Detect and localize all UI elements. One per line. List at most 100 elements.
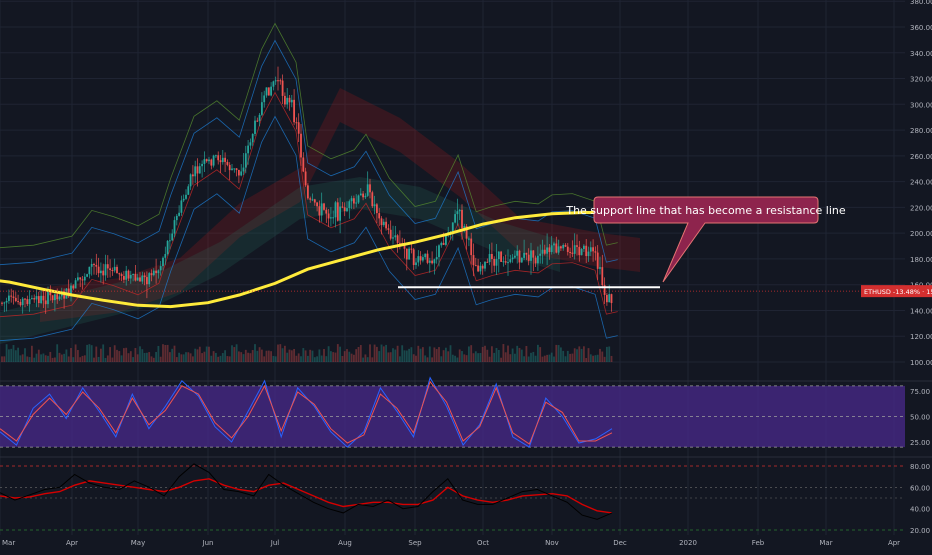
- volume-bar: [341, 355, 344, 362]
- candle-body: [548, 247, 551, 253]
- candle-body: [346, 208, 348, 212]
- volume-bar: [31, 345, 33, 362]
- candle-body: [502, 261, 505, 263]
- volume-bar: [440, 356, 443, 362]
- candle-body: [185, 194, 187, 199]
- volume-bar: [83, 355, 86, 362]
- volume-bar: [203, 351, 206, 362]
- candle-body: [470, 238, 473, 256]
- candle-body: [157, 270, 160, 274]
- candle-body: [180, 200, 183, 213]
- candle-body: [573, 245, 576, 254]
- moving-average-line: [0, 211, 622, 309]
- candle-body: [159, 266, 162, 271]
- volume-bar: [175, 357, 178, 362]
- candle-body: [608, 294, 611, 303]
- volume-bar: [109, 347, 111, 362]
- candle-body: [486, 261, 489, 263]
- volume-bar: [120, 355, 123, 362]
- volume-bar: [205, 346, 208, 362]
- candle-body: [566, 246, 569, 252]
- volume-bar: [35, 353, 38, 362]
- volume-bar: [449, 345, 452, 362]
- volume-bar: [514, 353, 516, 362]
- candle-body: [150, 273, 153, 276]
- candle-body: [33, 298, 36, 300]
- volume-bar: [599, 348, 601, 362]
- volume-bar: [284, 345, 286, 362]
- volume-bar: [302, 348, 305, 362]
- volume-bar: [405, 350, 408, 362]
- y-tick-label: 260.00: [910, 153, 932, 161]
- volume-bar: [422, 347, 424, 362]
- volume-bar: [438, 347, 440, 362]
- candle-body: [217, 155, 220, 161]
- volume-bar: [376, 346, 378, 362]
- volume-bar: [502, 344, 505, 362]
- volume-bar: [311, 350, 314, 362]
- candle-body: [235, 168, 238, 170]
- candle-body: [516, 250, 519, 256]
- candle-body: [290, 99, 293, 103]
- candle-body: [14, 297, 17, 302]
- volume-bar: [481, 346, 484, 362]
- candle-body: [17, 301, 19, 303]
- candle-body: [479, 265, 482, 272]
- candle-body: [601, 267, 604, 286]
- oscillator-1-tick-label: 50.00: [910, 414, 930, 422]
- volume-bar: [511, 348, 514, 362]
- candle-body: [525, 252, 528, 255]
- volume-bar: [346, 349, 348, 362]
- volume-bar: [116, 349, 118, 362]
- candle-body: [19, 301, 22, 306]
- candle-body: [532, 250, 535, 258]
- candle-body: [109, 268, 111, 270]
- volume-bar: [187, 352, 190, 362]
- candle-body: [380, 218, 383, 226]
- volume-bar: [192, 356, 194, 362]
- volume-bar: [58, 352, 61, 362]
- oscillator-1-tick-label: 25.00: [910, 439, 930, 447]
- candle-body: [387, 228, 390, 230]
- volume-bar: [125, 347, 128, 362]
- candle-body: [192, 174, 194, 177]
- volume-bar: [451, 354, 454, 362]
- candle-body: [527, 254, 530, 261]
- volume-bar: [468, 346, 470, 362]
- candle-body: [261, 102, 263, 115]
- volume-bar: [26, 356, 29, 362]
- y-tick-label: 120.00: [910, 333, 932, 341]
- candle-body: [484, 261, 486, 269]
- volume-bar: [279, 344, 282, 362]
- candle-body: [231, 168, 233, 171]
- candle-body: [100, 270, 102, 274]
- volume-bar: [123, 348, 125, 362]
- oscillator-2-tick-label: 80.00: [910, 463, 930, 471]
- volume-bar: [164, 344, 167, 362]
- volume-bar: [364, 354, 367, 362]
- candle-body: [132, 273, 134, 275]
- volume-bar: [316, 356, 318, 362]
- volume-bar: [10, 348, 13, 362]
- volume-bar: [336, 344, 339, 362]
- volume-bar: [111, 357, 114, 362]
- candle-body: [86, 274, 88, 277]
- volume-bar: [173, 345, 176, 362]
- volume-bar: [484, 345, 486, 362]
- candle-body: [295, 122, 298, 124]
- volume-bar: [127, 353, 130, 362]
- volume-bar: [589, 354, 592, 362]
- volume-bar: [1, 356, 3, 362]
- candle-body: [392, 237, 394, 239]
- candle-body: [371, 192, 374, 207]
- volume-bar: [380, 344, 383, 362]
- candle-body: [242, 167, 245, 172]
- candle-body: [10, 295, 13, 297]
- volume-bar: [254, 344, 256, 362]
- candle-body: [362, 193, 364, 198]
- candle-body: [445, 235, 447, 245]
- volume-bar: [136, 354, 139, 362]
- volume-bars: [1, 344, 613, 362]
